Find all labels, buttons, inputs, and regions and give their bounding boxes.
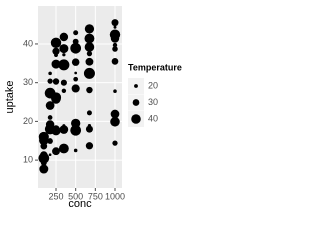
point [58,59,70,71]
chart: conc uptake Temperature 10 20 30 40 250 500 75… [4,6,182,210]
point [51,126,61,136]
point [52,78,60,85]
legend-symbol [134,84,138,88]
legend-label: 40 [148,113,158,123]
point [74,71,78,75]
point [47,138,53,143]
point [84,33,95,44]
point [86,86,93,94]
point [85,142,94,150]
point [54,62,58,65]
point [73,30,79,36]
x-tick-label: 750 [88,191,103,201]
point [60,32,67,39]
x-tick-label: 500 [68,191,83,201]
point [50,92,62,103]
point [111,19,119,27]
point [72,46,80,53]
point [39,154,48,163]
y-axis-label: uptake [4,80,16,113]
point [113,25,117,29]
y-tick-label: 20 [23,116,33,126]
point [73,76,79,82]
y-tick-label: 30 [23,77,33,87]
point [47,115,53,120]
point [62,65,66,69]
point [39,135,49,146]
x-tick-label: 1000 [105,191,125,201]
point [71,84,80,93]
legend-title: Temperature [128,62,182,72]
point [61,127,67,133]
point [60,79,67,86]
legend-symbol [131,114,141,124]
x-tick-label: 250 [48,191,63,201]
point [85,57,94,66]
x-axis-label: conc [68,198,92,210]
point [70,124,82,136]
point [111,58,119,65]
point [83,67,95,79]
point [112,46,118,52]
legend-symbol [132,99,140,106]
y-tick-label: 40 [23,38,33,48]
point [112,42,118,48]
point [48,71,52,76]
point [85,125,93,133]
point [39,164,49,174]
point [84,24,95,34]
point [73,148,78,153]
point [50,37,62,49]
point [52,147,60,156]
point [113,89,117,93]
point [87,43,92,48]
point [48,153,52,157]
point [112,140,118,146]
point [62,53,66,57]
point [109,29,121,40]
point [59,44,69,54]
point [52,47,60,55]
point [112,117,118,124]
y-tick-label: 10 [23,154,33,164]
point [61,88,67,94]
legend-label: 30 [148,97,158,107]
point [86,110,92,116]
legend-label: 20 [148,80,158,90]
point [45,101,55,110]
point [110,109,120,119]
point [58,143,69,154]
point [71,58,80,66]
point [47,78,53,84]
point [86,50,93,57]
